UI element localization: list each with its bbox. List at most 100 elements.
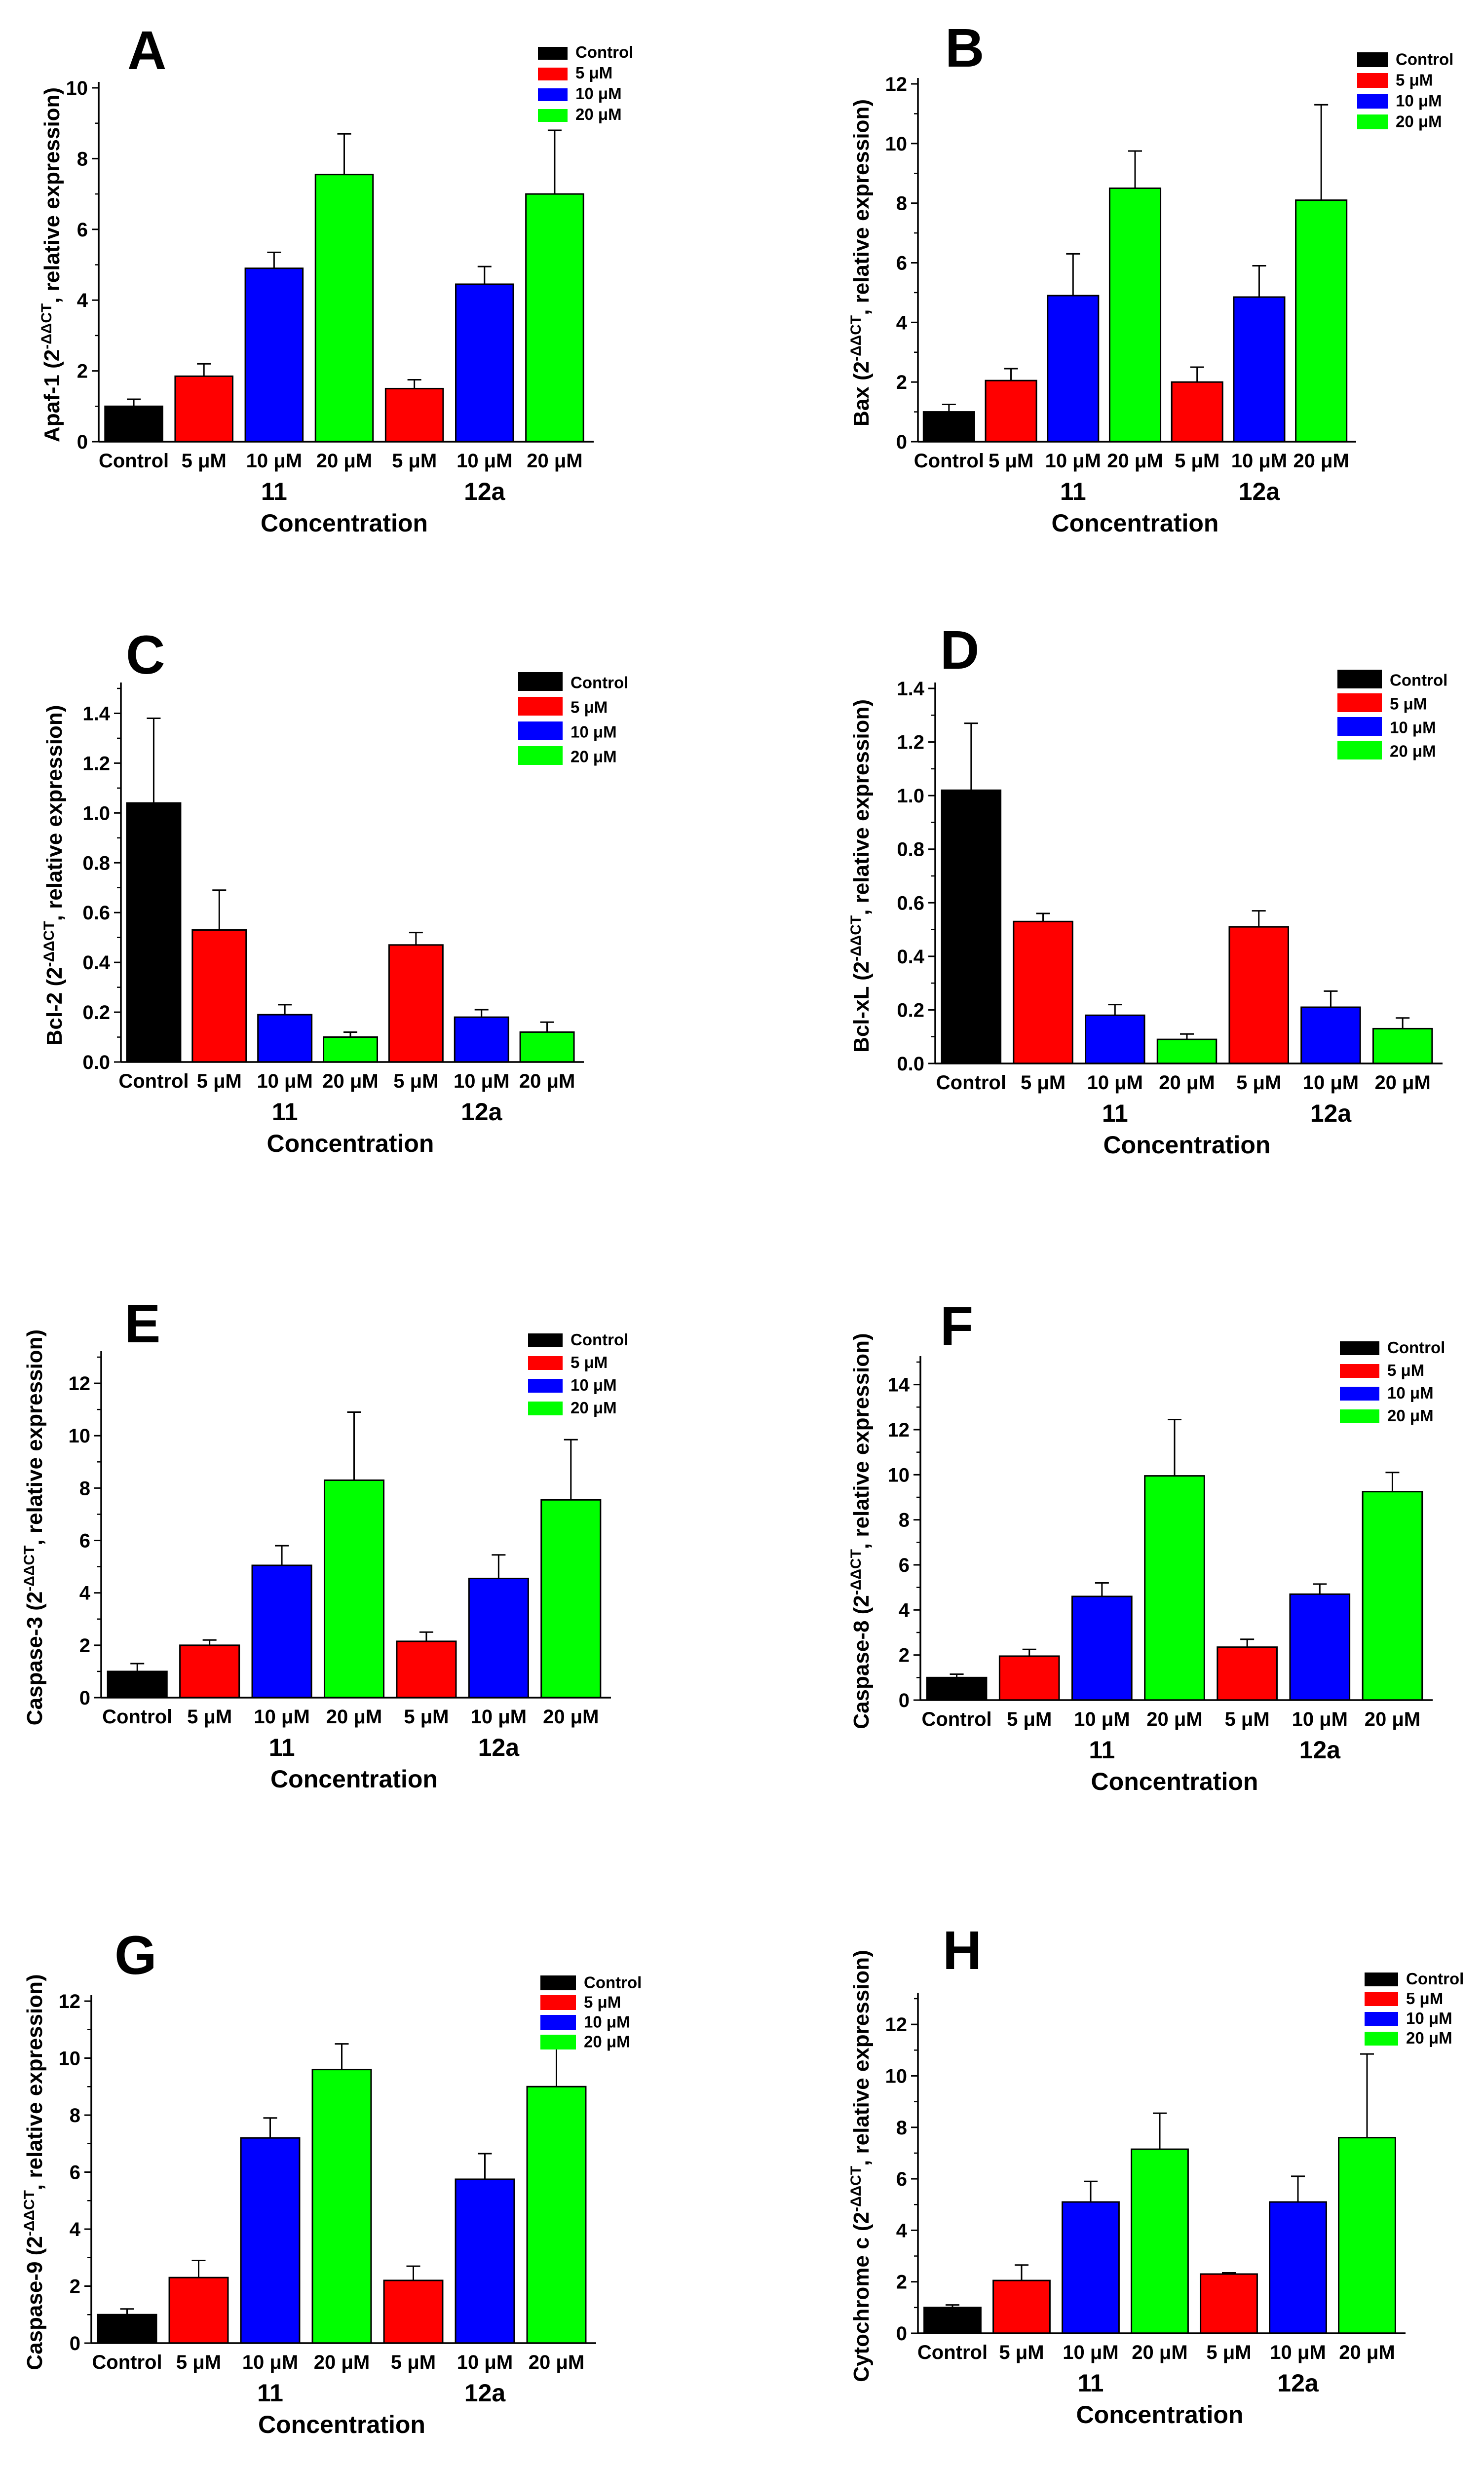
legend-label: 10 μM (584, 2013, 630, 2031)
legend-swatch (1365, 2012, 1398, 2026)
x-tick-label: 5 μM (187, 1706, 232, 1728)
y-axis-label-part: -ΔΔCT (21, 1546, 38, 1592)
y-tick-label: 6 (77, 219, 88, 241)
legend-swatch (1337, 693, 1382, 712)
y-tick-label: 1.0 (897, 785, 924, 807)
x-tick-label: 5 μM (1206, 2342, 1251, 2363)
x-tick-label: Control (92, 2352, 162, 2373)
bar-e-5 (468, 1578, 529, 1699)
x-axis-label: Concentration (267, 1130, 434, 1157)
bar-h-3 (1131, 2148, 1189, 2334)
legend-label: Control (1396, 50, 1453, 69)
y-axis-label-part: 2 (42, 967, 67, 979)
bar-d-5 (1300, 1006, 1361, 1064)
y-tick-label: 0.4 (897, 946, 924, 968)
bar-d-3 (1156, 1038, 1218, 1064)
y-tick-label: 2 (79, 1635, 90, 1657)
legend-label: Control (1390, 671, 1447, 689)
panel-letter: E (124, 1293, 160, 1354)
y-tick-label: 6 (896, 253, 907, 274)
bar-f-5 (1289, 1593, 1351, 1701)
x-tick-label: 10 μM (457, 2352, 513, 2373)
legend-swatch (1357, 94, 1388, 109)
y-tick-label: 1.2 (82, 753, 110, 774)
y-axis-label: Apaf-1 (2-ΔΔCT, relative expression) (38, 87, 65, 442)
y-tick-label: 0.6 (82, 902, 110, 924)
legend-swatch (518, 672, 563, 691)
group-label: 12a (1239, 478, 1281, 505)
x-axis-label: Concentration (261, 509, 428, 537)
chart-panel-d: Control 5 μM 10 μM 20 μM 5 μM 10 μM 20 μM 0.0 0.… (848, 620, 1448, 1159)
legend-swatch (1365, 1973, 1398, 1986)
legend-label: Control (584, 1973, 642, 1992)
y-axis-label: Bax (2-ΔΔCT, relative expression) (848, 99, 874, 426)
bar-g-2 (240, 2137, 301, 2344)
panel-letter: G (114, 1925, 157, 1986)
legend-swatch (528, 1356, 563, 1370)
y-axis-label-part: Bcl-xL ( (849, 973, 874, 1053)
legend-swatch (1340, 1341, 1379, 1355)
y-axis-label-part: , relative expression) (849, 99, 874, 315)
x-tick-label: 5 μM (392, 450, 437, 472)
y-axis-label-part: Caspase-3 ( (23, 1603, 47, 1725)
legend-swatch (1340, 1387, 1379, 1401)
bar-g-4 (383, 2279, 444, 2344)
bar-b-4 (1171, 381, 1223, 443)
y-tick-label: 0 (896, 2323, 907, 2345)
x-tick-label: 20 μM (316, 450, 372, 472)
legend-label: 20 μM (1396, 113, 1442, 131)
bar-b-1 (985, 379, 1037, 443)
legend-swatch (528, 1379, 563, 1393)
panel-letter: H (943, 1920, 982, 1981)
y-tick-label: 0 (896, 431, 907, 453)
x-tick-label: 10 μM (1231, 450, 1287, 472)
legend-label: 10 μM (571, 722, 617, 741)
y-axis-label: Caspase-8 (2-ΔΔCT, relative expression) (848, 1333, 874, 1729)
y-tick-label: 8 (70, 2105, 80, 2126)
legend-label: 10 μM (1396, 92, 1442, 110)
bar-b-0 (922, 411, 975, 443)
x-tick-label: 10 μM (457, 450, 512, 472)
bar-e-1 (179, 1644, 240, 1699)
legend-label: Control (575, 43, 633, 61)
legend-label: 20 μM (1406, 2029, 1452, 2047)
group-label: 11 (1102, 1100, 1128, 1127)
legend-swatch (1337, 670, 1382, 688)
x-axis-label: Concentration (1103, 1131, 1271, 1159)
panel-letter: B (945, 18, 984, 78)
x-tick-label: 20 μM (326, 1706, 382, 1728)
bar-h-5 (1269, 2201, 1327, 2334)
y-axis-label: Bcl-2 (2-ΔΔCT, relative expression) (41, 705, 67, 1046)
x-tick-label: 20 μM (1159, 1072, 1215, 1094)
y-tick-label: 12 (69, 1373, 91, 1395)
x-tick-label: 20 μM (1365, 1708, 1420, 1730)
y-axis-label-part: , relative expression) (23, 1974, 47, 2190)
group-label: 11 (269, 1734, 295, 1761)
x-tick-label: 10 μM (246, 450, 302, 472)
y-tick-label: 8 (77, 148, 88, 170)
y-tick-label: 4 (70, 2219, 81, 2240)
legend-swatch (540, 1975, 576, 1990)
y-tick-label: 2 (896, 2272, 907, 2293)
x-tick-label: 20 μM (1339, 2342, 1395, 2363)
group-label: 12a (1277, 2369, 1319, 2397)
legend-label: Control (571, 673, 628, 691)
bar-c-4 (388, 944, 444, 1063)
legend-label: 5 μM (571, 698, 608, 716)
bar-b-2 (1047, 295, 1100, 443)
x-tick-label: Control (102, 1706, 172, 1728)
y-axis-label-part: -ΔΔCT (41, 921, 57, 967)
group-label: 12a (1299, 1736, 1341, 1764)
y-tick-label: 4 (899, 1599, 910, 1621)
y-axis-label: Cytochrome c (2-ΔΔCT, relative expressio… (848, 1950, 874, 2382)
y-tick-label: 8 (79, 1478, 90, 1499)
legend-label: 5 μM (575, 64, 612, 82)
bar-d-4 (1228, 926, 1289, 1064)
y-axis-label-part: , relative expression) (849, 1950, 874, 2166)
legend-swatch (518, 746, 563, 765)
legend-swatch (1365, 1992, 1398, 2006)
bar-g-5 (455, 2178, 515, 2344)
bar-f-4 (1217, 1646, 1278, 1701)
bar-c-2 (257, 1014, 313, 1063)
y-axis-label: Caspase-3 (2-ΔΔCT, relative expression) (21, 1329, 47, 1725)
